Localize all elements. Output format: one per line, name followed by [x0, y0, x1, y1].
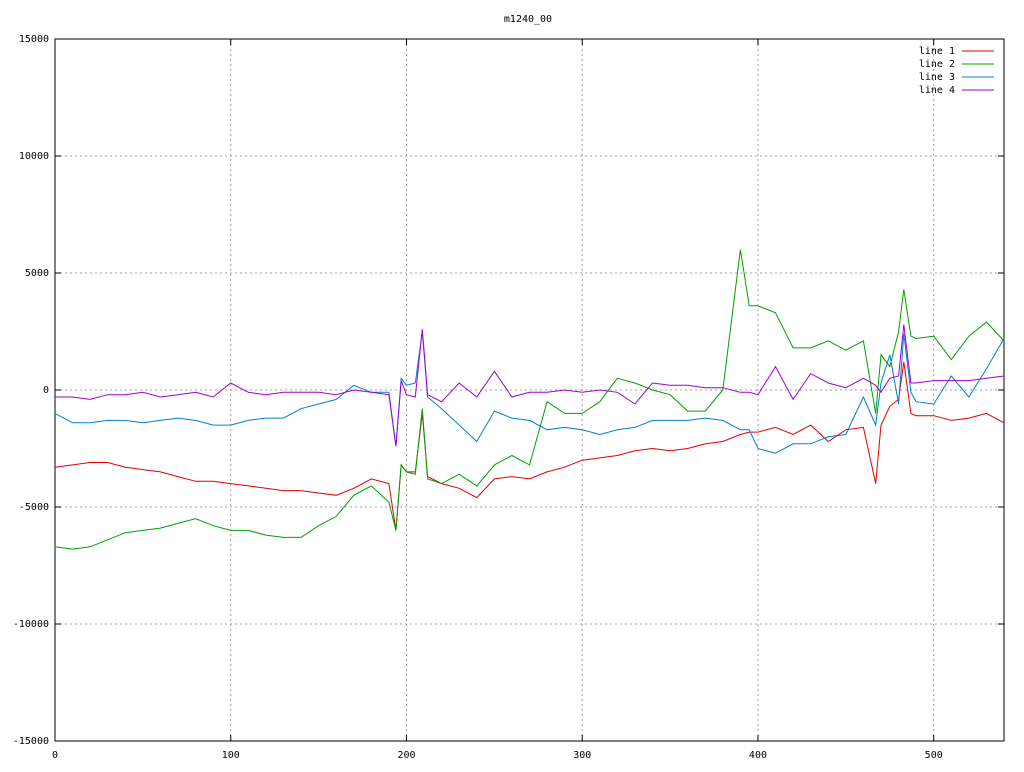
plot-frame — [54, 38, 1005, 742]
legend-label: line 4 — [919, 85, 955, 96]
x-tick-label: 200 — [397, 750, 415, 761]
x-tick-label: 500 — [925, 750, 943, 761]
y-tick-label: 5000 — [25, 268, 49, 279]
legend-label: line 2 — [919, 59, 955, 70]
x-tick-label: 300 — [573, 750, 591, 761]
data-line — [55, 324, 1005, 447]
x-tick-label: 0 — [52, 750, 58, 761]
y-tick-label: -5000 — [19, 502, 49, 513]
legend-label: line 1 — [919, 46, 955, 57]
x-tick-label: 400 — [749, 750, 767, 761]
data-line — [54, 331, 1005, 454]
data-line — [54, 249, 1005, 550]
y-tick-label: -15000 — [13, 736, 49, 747]
data-line — [54, 361, 1005, 531]
y-tick-label: 10000 — [19, 151, 49, 162]
x-tick-label: 100 — [222, 750, 240, 761]
y-tick-label: 0 — [43, 385, 49, 396]
chart-title: m1240_00 — [504, 14, 552, 25]
y-tick-label: -10000 — [13, 619, 49, 630]
legend-label: line 3 — [919, 72, 955, 83]
y-tick-label: 15000 — [19, 34, 49, 45]
